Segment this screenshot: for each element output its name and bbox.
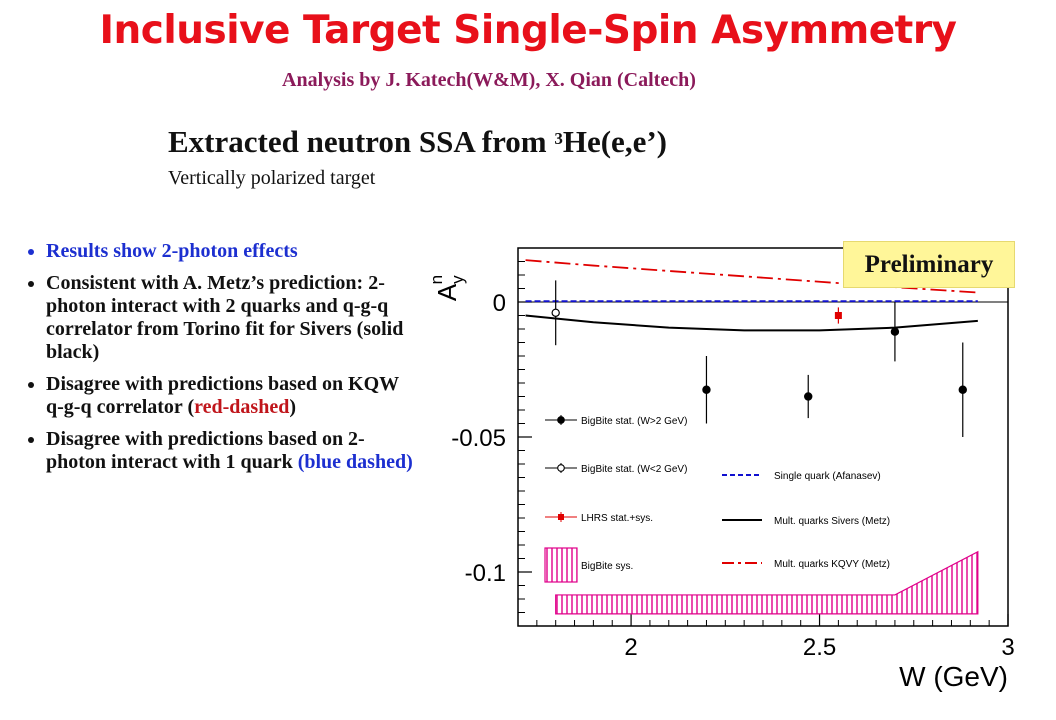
heading-end: He(e,e’) — [562, 124, 667, 159]
x-axis-label: W (GeV) — [899, 661, 1008, 692]
data-point — [890, 327, 900, 336]
legend-entry: LHRS stat.+sys. — [581, 513, 653, 524]
legend-entry: Mult. quarks KQVY (Metz) — [774, 559, 890, 570]
theory-curve — [525, 314, 978, 332]
bullet-blue-note: blue dashed — [304, 451, 407, 473]
bullet-item: Disagree with predictions based on KQW q… — [46, 373, 418, 419]
bullet-item: Disagree with predictions based on 2-pho… — [46, 428, 418, 474]
y-tick-label: -0.05 — [451, 425, 506, 452]
data-point — [804, 392, 813, 401]
bullet-red-note: red-dashed — [194, 396, 290, 418]
legend-swatch — [557, 464, 565, 472]
systematic-band — [555, 550, 979, 615]
legend-entry: BigBite stat. (W<2 GeV) — [581, 464, 687, 475]
legend-entry: Mult. quarks Sivers (Metz) — [774, 516, 890, 527]
data-point — [834, 312, 842, 319]
x-tick-label: 3 — [1001, 634, 1014, 661]
preliminary-badge: Preliminary — [843, 241, 1015, 288]
slide-title: Inclusive Target Single-Spin Asymmetry — [99, 8, 957, 53]
data-point — [958, 385, 967, 394]
bullet-text: Consistent with A. Metz’s prediction: 2-… — [46, 272, 404, 363]
slide-subtitle: Analysis by J. Katech(W&M), X. Qian (Cal… — [282, 69, 696, 91]
y-axis-label: Ayn — [427, 275, 467, 301]
bullet-text: Disagree with predictions based on 2-pho… — [46, 428, 365, 473]
data-point — [551, 308, 560, 318]
x-tick-label: 2 — [624, 634, 637, 661]
legend-swatch — [558, 514, 564, 520]
bullet-item: Results show 2-photon effects — [46, 240, 418, 263]
section-subheading: Vertically polarized target — [168, 167, 376, 189]
heading-superscript: 3 — [554, 129, 563, 148]
y-tick-label: -0.1 — [465, 560, 506, 587]
legend-swatch — [557, 416, 565, 424]
data-point — [702, 385, 711, 394]
x-tick-label: 2.5 — [803, 634, 836, 661]
heading-main: Extracted neutron SSA from — [168, 124, 555, 159]
y-tick-label: 0 — [493, 290, 506, 317]
bullet-text: Results show 2-photon effects — [46, 240, 298, 262]
asymmetry-chart: 2 2.5 3 0 -0.05 -0.1 W (GeV) Ayn BigBite stat. (… — [427, 247, 1015, 692]
legend-entry: BigBite stat. (W>2 GeV) — [581, 416, 687, 427]
section-heading: Extracted neutron SSA from 3He(e,e’) — [168, 124, 667, 160]
bullet-text: Disagree with predictions based on KQW q… — [46, 373, 399, 418]
bullet-item: Consistent with A. Metz’s prediction: 2-… — [46, 272, 418, 364]
bullet-list: Results show 2-photon effects Consistent… — [20, 240, 418, 483]
legend-entry: Single quark (Afanasev) — [774, 471, 881, 482]
legend-entry: BigBite sys. — [581, 561, 633, 572]
legend-swatch — [544, 547, 578, 583]
